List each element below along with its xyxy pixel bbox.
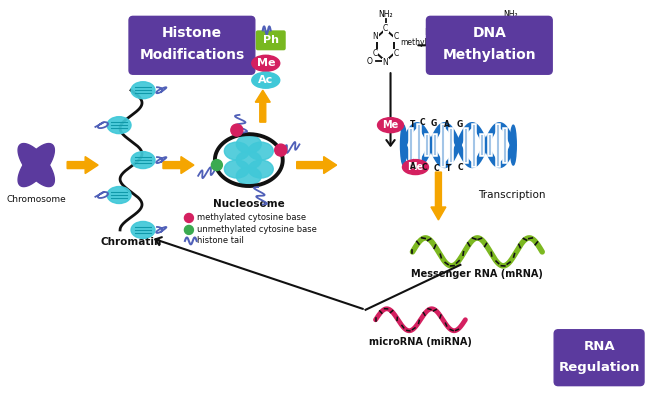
Text: C: C (420, 118, 425, 127)
Text: Transcription: Transcription (478, 190, 546, 200)
FancyArrow shape (163, 156, 194, 174)
FancyArrow shape (296, 156, 337, 174)
Text: RNA: RNA (583, 340, 615, 353)
Text: Nucleosome: Nucleosome (213, 199, 285, 209)
Text: C: C (434, 164, 439, 172)
FancyArrow shape (431, 172, 446, 220)
Ellipse shape (402, 160, 428, 174)
Text: DNA: DNA (424, 28, 447, 37)
Text: G: G (430, 119, 437, 128)
Text: Messenger RNA (mRNA): Messenger RNA (mRNA) (411, 269, 543, 279)
Ellipse shape (400, 125, 406, 165)
Text: T: T (446, 164, 451, 172)
Polygon shape (18, 144, 55, 186)
FancyBboxPatch shape (554, 330, 644, 386)
Circle shape (231, 124, 243, 136)
Text: Chromosome: Chromosome (6, 196, 66, 204)
Text: A: A (443, 120, 449, 129)
Text: C: C (518, 49, 523, 58)
Text: histone tail: histone tail (197, 236, 244, 246)
Ellipse shape (237, 151, 261, 169)
Text: CH₃: CH₃ (529, 43, 543, 52)
Text: Regulation: Regulation (558, 360, 640, 374)
Text: C: C (458, 162, 463, 172)
Text: N: N (372, 32, 378, 41)
Ellipse shape (378, 118, 404, 133)
FancyBboxPatch shape (129, 16, 255, 74)
Text: methylated cytosine base: methylated cytosine base (197, 214, 306, 222)
FancyBboxPatch shape (256, 30, 286, 50)
Ellipse shape (510, 125, 516, 165)
Circle shape (185, 214, 194, 222)
FancyBboxPatch shape (426, 16, 552, 74)
FancyArrow shape (67, 156, 98, 174)
Ellipse shape (252, 55, 280, 71)
Circle shape (185, 226, 194, 234)
Text: C: C (393, 32, 398, 41)
Ellipse shape (248, 160, 273, 178)
Text: Histone: Histone (162, 26, 222, 40)
Ellipse shape (252, 72, 280, 88)
Text: Ph: Ph (263, 35, 279, 45)
Text: NH₂: NH₂ (503, 10, 517, 19)
Text: Me: Me (382, 120, 398, 130)
Circle shape (211, 160, 222, 170)
Ellipse shape (131, 152, 155, 168)
Text: C: C (497, 49, 502, 58)
Text: O: O (491, 57, 497, 66)
Circle shape (275, 144, 287, 156)
Text: C: C (393, 49, 398, 58)
Polygon shape (18, 144, 55, 186)
Text: A: A (410, 162, 415, 170)
Text: Ac: Ac (258, 75, 274, 85)
Ellipse shape (131, 82, 155, 99)
Text: G: G (456, 120, 463, 129)
Text: N: N (383, 58, 389, 67)
Text: Methylation: Methylation (443, 48, 536, 62)
Text: C: C (372, 49, 378, 58)
Ellipse shape (224, 160, 250, 178)
Text: C: C (518, 32, 523, 41)
Text: NH₂: NH₂ (378, 10, 393, 19)
Text: Me: Me (257, 58, 275, 68)
Text: C: C (383, 24, 388, 33)
Ellipse shape (248, 142, 273, 160)
Ellipse shape (237, 135, 261, 153)
Text: O: O (367, 57, 372, 66)
Text: C: C (508, 24, 513, 33)
Text: microRNA (miRNA): microRNA (miRNA) (369, 337, 472, 347)
Text: N: N (508, 58, 513, 67)
Text: methyltransferase: methyltransferase (400, 38, 471, 47)
FancyArrow shape (255, 90, 270, 122)
Text: N: N (497, 32, 503, 41)
Text: Me: Me (408, 162, 424, 172)
Ellipse shape (224, 142, 250, 160)
Text: Modifications: Modifications (139, 48, 244, 62)
Ellipse shape (107, 117, 131, 134)
Ellipse shape (237, 167, 261, 185)
Text: T: T (410, 120, 415, 129)
Ellipse shape (131, 222, 155, 238)
Ellipse shape (107, 186, 131, 204)
Text: Chromatin: Chromatin (100, 237, 162, 247)
Text: DNA: DNA (473, 26, 506, 40)
Text: unmethylated cytosine base: unmethylated cytosine base (197, 226, 317, 234)
Text: C: C (422, 162, 427, 172)
